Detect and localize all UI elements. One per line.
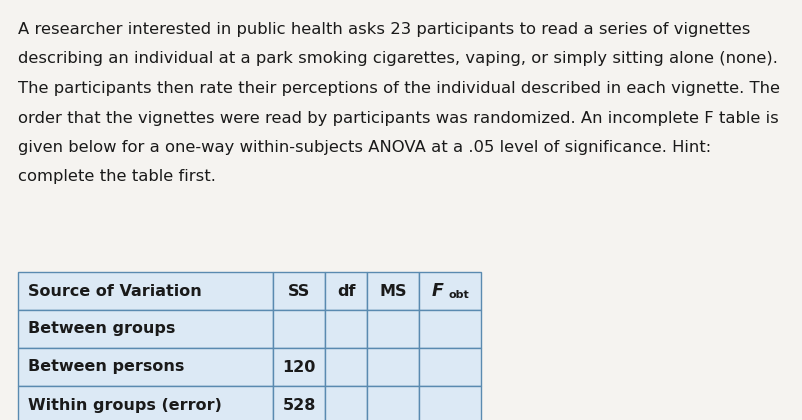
Bar [18,348,273,386]
Text: complete the table first.: complete the table first. [18,170,216,184]
Bar [367,348,419,386]
Text: MS: MS [379,284,407,299]
Text: SS: SS [287,284,310,299]
Bar [325,310,367,348]
Bar [273,348,325,386]
Bar [273,386,325,420]
Bar [367,386,419,420]
Text: Source of Variation: Source of Variation [28,284,201,299]
Text: given below for a one-way within‐subjects ANOVA at a .05 level of significance. : given below for a one-way within‐subject… [18,140,711,155]
Bar [18,310,273,348]
Bar [367,310,419,348]
Bar [18,272,273,310]
Text: Between persons: Between persons [28,360,184,375]
Bar [18,386,273,420]
Text: Within groups (error): Within groups (error) [28,397,221,412]
Bar [273,272,325,310]
Bar [419,310,480,348]
Bar [367,272,419,310]
Bar [419,386,480,420]
Bar [419,348,480,386]
Bar [325,386,367,420]
Text: describing an individual at a park smoking cigarettes, vaping, or simply sitting: describing an individual at a park smoki… [18,52,777,66]
Bar [273,310,325,348]
Text: obt: obt [448,290,469,300]
Bar [325,348,367,386]
Text: df: df [336,284,354,299]
Text: The participants then rate their perceptions of the individual described in each: The participants then rate their percept… [18,81,779,96]
Bar [325,272,367,310]
Text: Between groups: Between groups [28,321,175,336]
Text: 528: 528 [282,397,315,412]
Text: order that the vignettes were read by participants was randomized. An incomplete: order that the vignettes were read by pa… [18,110,778,126]
Text: F: F [431,282,444,300]
Bar [419,272,480,310]
Text: A researcher interested in public health asks 23 participants to read a series o: A researcher interested in public health… [18,22,749,37]
Text: 120: 120 [282,360,315,375]
